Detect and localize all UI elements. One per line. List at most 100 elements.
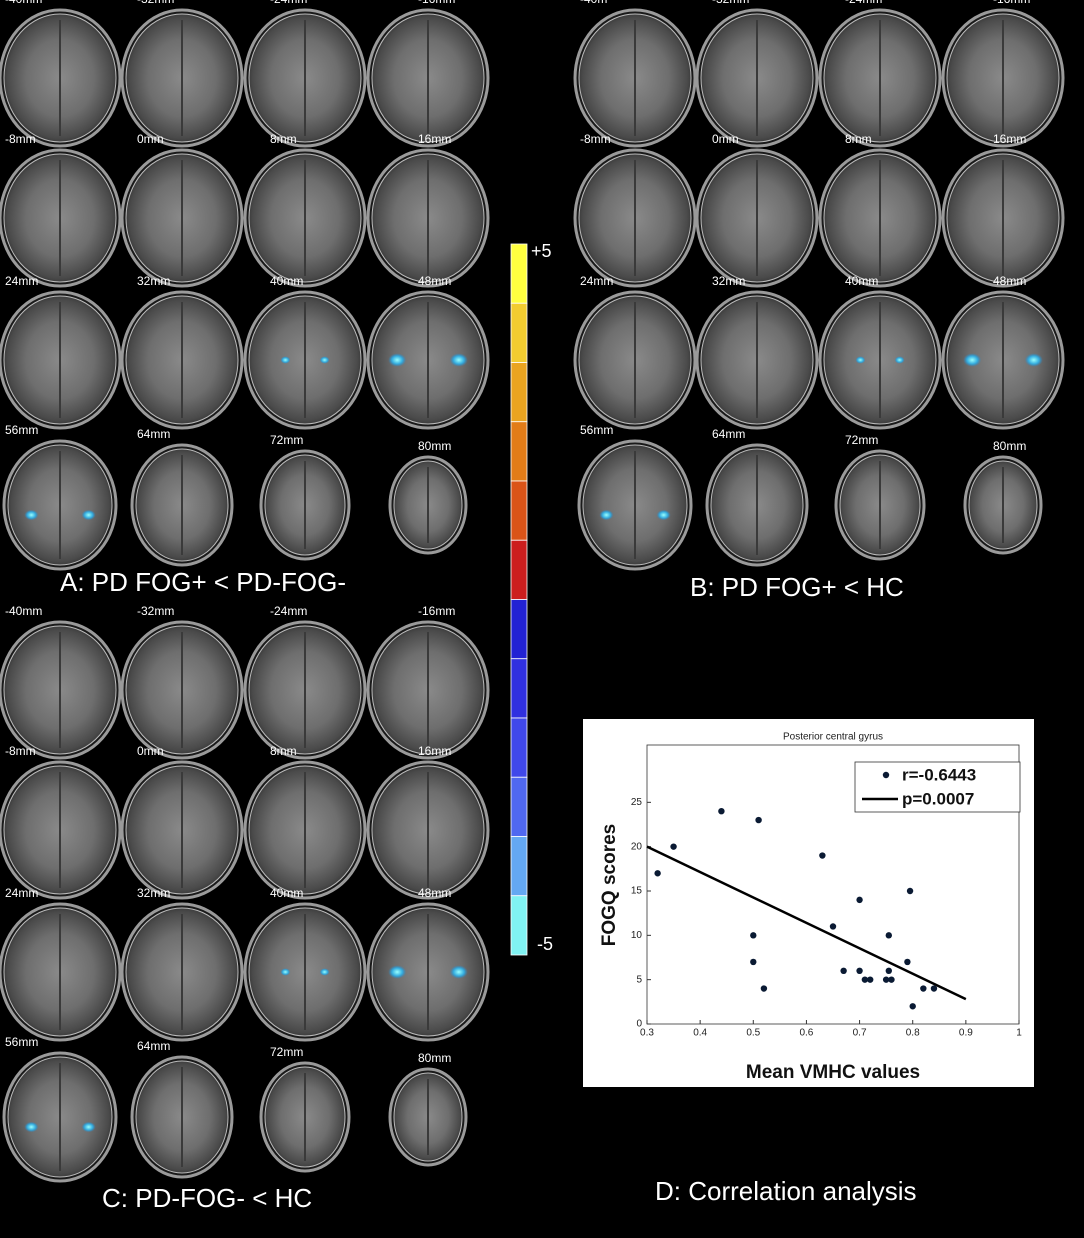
- y-axis-label: FOGQ scores: [599, 824, 620, 947]
- slice-label: -40mm: [5, 0, 42, 6]
- panel-title: D: Correlation analysis: [655, 1176, 917, 1206]
- slice-label: -8mm: [580, 132, 611, 146]
- plot-frame: [646, 744, 1020, 1025]
- point: [861, 976, 869, 983]
- colorbar-segment: [510, 362, 528, 423]
- point: [867, 976, 874, 983]
- slice-label: 72mm: [270, 1045, 303, 1059]
- x-tick-label: 1: [1016, 1028, 1022, 1039]
- activation: [963, 353, 982, 367]
- colorbar-segment: [510, 717, 528, 778]
- slice-label: 80mm: [993, 439, 1026, 453]
- point: [654, 870, 661, 877]
- slice-label: -32mm: [137, 0, 174, 6]
- point: [888, 976, 895, 983]
- slice-label: 0mm: [712, 132, 739, 146]
- slice-label: 32mm: [137, 274, 170, 288]
- colorbar-segment: [510, 836, 528, 897]
- slice-label: -8mm: [5, 744, 36, 758]
- slice-label: 24mm: [580, 274, 613, 288]
- point: [755, 816, 762, 824]
- point: [904, 958, 911, 966]
- slice-label: 72mm: [270, 433, 303, 447]
- point: [906, 887, 914, 895]
- point: [760, 985, 768, 992]
- activation: [81, 1121, 96, 1133]
- slice-label: -8mm: [5, 132, 36, 146]
- y-tick-label: 0: [636, 1019, 642, 1030]
- slice-label: -16mm: [418, 604, 455, 618]
- point: [920, 985, 927, 992]
- legend-label: r=-0.6443: [902, 765, 976, 784]
- activation: [24, 1121, 39, 1133]
- slice-label: -40mm: [5, 604, 42, 618]
- colorbar-segment: [510, 776, 528, 837]
- y-tick-label: 5: [636, 974, 642, 985]
- slice-label: 0mm: [137, 132, 164, 146]
- activation: [894, 356, 905, 364]
- slice-label: 40mm: [270, 274, 303, 288]
- panel-title: B: PD FOG+ < HC: [690, 572, 904, 602]
- y-tick-label: 10: [631, 930, 643, 941]
- activation: [280, 356, 291, 364]
- x-tick-label: 0.5: [746, 1028, 760, 1039]
- legend-box: [854, 761, 1021, 813]
- slice-label: 72mm: [845, 433, 878, 447]
- point: [718, 808, 725, 815]
- slice-label: 0mm: [137, 744, 164, 758]
- slice-label: -32mm: [712, 0, 749, 6]
- activation: [599, 509, 614, 521]
- x-tick-label: 0.6: [799, 1028, 813, 1039]
- legend-marker: [882, 771, 890, 779]
- scatter-chart: Posterior central gyrus Mean VMHC values…: [599, 732, 1022, 1083]
- slice-label: 40mm: [270, 886, 303, 900]
- point: [882, 976, 890, 983]
- x-axis-label: Mean VMHC values: [746, 1062, 920, 1083]
- slice-label: 8mm: [270, 132, 297, 146]
- chart-title: Posterior central gyrus: [783, 732, 883, 743]
- activation: [81, 509, 96, 521]
- colorbar-segment: [510, 421, 528, 482]
- slice-label: -16mm: [993, 0, 1030, 6]
- colorbar-segment: [510, 599, 528, 660]
- slice-label: 48mm: [418, 274, 451, 288]
- x-tick-label: 0.7: [853, 1028, 867, 1039]
- slice-label: -32mm: [137, 604, 174, 618]
- panel-title: C: PD-FOG- < HC: [102, 1183, 312, 1213]
- y-tick-label: 15: [631, 886, 643, 897]
- colorbar-segment: [510, 480, 528, 541]
- activation: [24, 509, 39, 521]
- colorbar-max-label: +5: [531, 241, 552, 261]
- point: [829, 923, 837, 930]
- colorbar-segment: [510, 895, 528, 956]
- point: [930, 985, 938, 992]
- slice-label: 8mm: [270, 744, 297, 758]
- activation: [656, 509, 671, 521]
- slice-label: 80mm: [418, 439, 451, 453]
- activation: [280, 968, 291, 976]
- slice-label: 56mm: [5, 1035, 38, 1049]
- point: [819, 852, 826, 859]
- slice-label: 56mm: [5, 423, 38, 437]
- slice-label: -16mm: [418, 0, 455, 6]
- slice-label: 48mm: [993, 274, 1026, 288]
- slice-label: 64mm: [712, 427, 745, 441]
- colorbar-min-label: -5: [537, 934, 553, 954]
- slice-label: 32mm: [712, 274, 745, 288]
- colorbar: [510, 243, 528, 956]
- y-tick-label: 20: [631, 841, 643, 852]
- activation: [388, 353, 407, 367]
- activation: [1024, 353, 1043, 367]
- y-tick-label: 25: [631, 797, 643, 808]
- point: [856, 896, 863, 904]
- slice-label: 8mm: [845, 132, 872, 146]
- panel-title: A: PD FOG+ < PD-FOG-: [60, 567, 346, 597]
- slice-label: 64mm: [137, 427, 170, 441]
- point: [909, 1003, 916, 1010]
- slice-label: 64mm: [137, 1039, 170, 1053]
- slice-label: 80mm: [418, 1051, 451, 1065]
- x-tick-label: 0.8: [906, 1028, 920, 1039]
- slice-label: 24mm: [5, 886, 38, 900]
- point: [885, 967, 892, 974]
